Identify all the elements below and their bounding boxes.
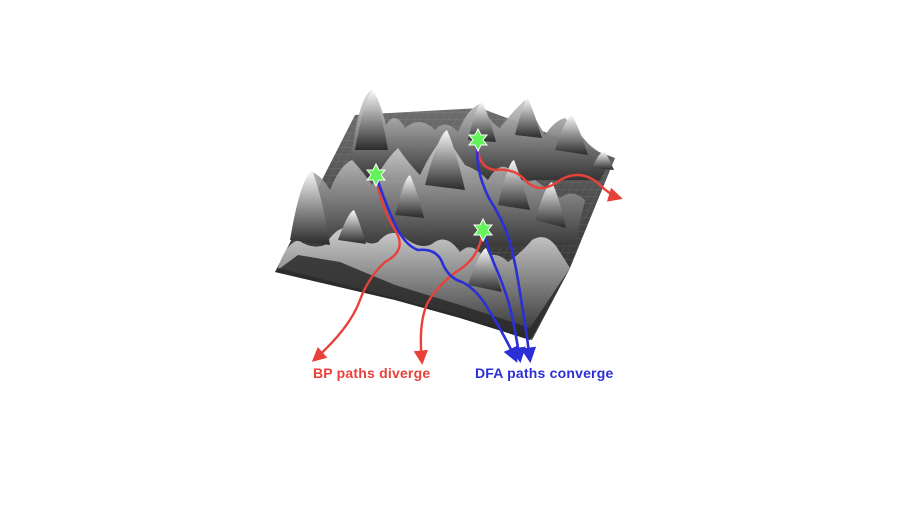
bp-path-middle	[413, 229, 485, 365]
surface-peak-5	[515, 98, 542, 138]
surface-front-skirt	[275, 255, 570, 340]
bp-caption: BP paths diverge	[313, 365, 430, 381]
surface-ridge-front	[278, 227, 570, 338]
surface-peak-12	[592, 151, 614, 170]
surface-ridge-middle	[295, 135, 585, 250]
start-star-left-icon	[365, 162, 387, 188]
surface-peak-2	[355, 90, 388, 150]
dfa-path-right	[475, 139, 537, 364]
surface-peak-11	[338, 210, 366, 244]
surface-peak-4	[468, 102, 496, 142]
surface-peak-7	[498, 160, 530, 210]
dfa-caption: DFA paths converge	[475, 365, 613, 381]
dfa-path-middle	[481, 229, 526, 364]
dfa-path-left	[374, 174, 518, 363]
surface-peak-9	[395, 175, 424, 218]
surface-peak-3	[425, 130, 465, 190]
bp-path-right	[476, 139, 623, 202]
start-star-middle-icon	[472, 217, 494, 243]
surface-peak-6	[555, 115, 588, 155]
start-star-top-icon	[467, 127, 489, 153]
bp-paths	[311, 139, 623, 365]
loss-surface	[275, 90, 615, 340]
surface-peak-8	[535, 182, 566, 228]
start-points	[365, 127, 494, 243]
surface-peak-10	[468, 248, 502, 292]
dfa-paths	[374, 139, 537, 364]
bp-path-left	[311, 174, 401, 362]
surface-peak-1	[290, 170, 330, 245]
